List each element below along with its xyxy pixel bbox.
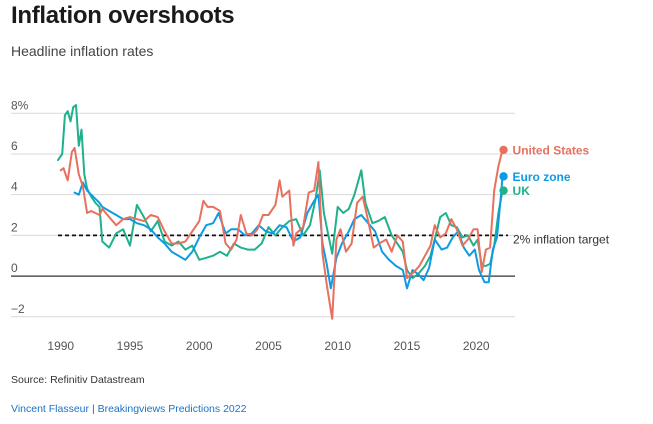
y-tick-label: 2	[11, 220, 18, 234]
end-dot-uk	[499, 186, 508, 195]
series-line-us	[59, 146, 504, 320]
chart-title: Inflation overshoots	[11, 2, 235, 29]
source-note: Source: Refinitiv Datastream	[11, 374, 145, 386]
x-tick-label: 1995	[117, 339, 144, 353]
end-dot-euro	[499, 172, 508, 181]
y-tick-label: 6	[11, 139, 18, 153]
x-tick-label: 2005	[255, 339, 282, 353]
publication-link[interactable]: Breakingviews Predictions 2022	[97, 403, 247, 415]
x-axis-ticks: 1990 1995 2000 2005 2010 2015 2020	[47, 339, 489, 353]
end-label-us: United States	[513, 143, 590, 157]
target-label: 2% inflation target	[513, 232, 610, 246]
y-tick-label: 0	[11, 261, 18, 275]
series-line-uk	[57, 104, 504, 280]
y-tick-label: 4	[11, 180, 18, 194]
y-axis-ticks: 8% 6 4 2 0 −2	[11, 98, 29, 316]
x-tick-label: 1990	[47, 339, 74, 353]
chart-subtitle: Headline inflation rates	[11, 43, 154, 59]
x-tick-label: 2010	[324, 339, 351, 353]
credit-separator: |	[91, 403, 95, 415]
end-label-euro: Euro zone	[513, 170, 571, 184]
y-tick-label: 8%	[11, 98, 29, 112]
credit-line: Vincent Flasseur | Breakingviews Predict…	[11, 403, 246, 415]
author-link[interactable]: Vincent Flasseur	[11, 403, 90, 415]
series-lines	[57, 104, 504, 320]
line-chart: 8% 6 4 2 0 −2 1990 1995 2000 2005 2010 2015 2020 2%…	[11, 98, 610, 353]
end-dot-us	[499, 145, 508, 155]
x-tick-label: 2000	[186, 339, 213, 353]
end-label-uk: UK	[513, 184, 531, 198]
x-tick-label: 2015	[394, 339, 421, 353]
x-tick-label: 2020	[463, 339, 490, 353]
y-tick-label: −2	[11, 302, 25, 316]
